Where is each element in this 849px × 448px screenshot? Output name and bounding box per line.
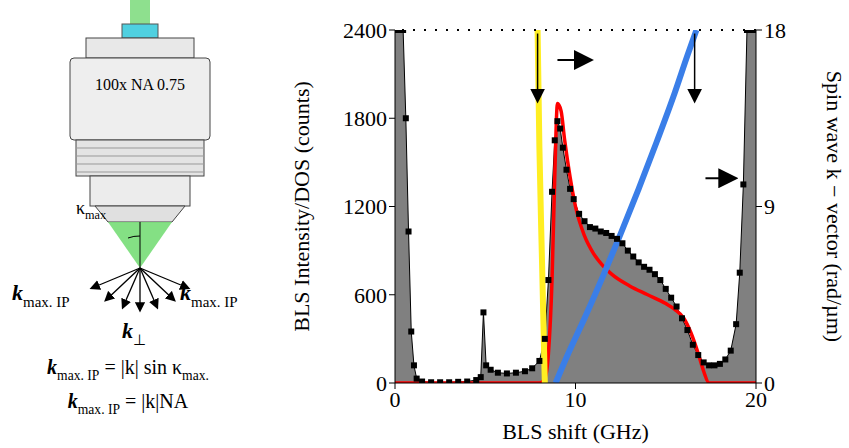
- svg-text:κmax: κmax: [76, 198, 106, 222]
- svg-text:600: 600: [354, 283, 387, 308]
- svg-text:k⊥: k⊥: [122, 318, 146, 348]
- svg-text:Spin wave k − vector (rad/µm): Spin wave k − vector (rad/µm): [822, 71, 847, 342]
- svg-text:0: 0: [390, 387, 401, 412]
- svg-text:kmax. IP: kmax. IP: [12, 280, 70, 310]
- svg-text:18: 18: [764, 18, 786, 43]
- svg-text:2400: 2400: [343, 18, 387, 43]
- svg-text:0: 0: [376, 371, 387, 396]
- svg-text:BLS Intensity/DOS (counts): BLS Intensity/DOS (counts): [290, 81, 314, 332]
- svg-text:kmax. IP = |k| sin κmax.: kmax. IP = |k| sin κmax.: [47, 356, 209, 383]
- svg-text:0: 0: [764, 371, 775, 396]
- svg-text:BLS shift (GHz): BLS shift (GHz): [502, 419, 649, 444]
- svg-text:10: 10: [565, 387, 587, 412]
- svg-text:kmax. IP = |k|NA: kmax. IP = |k|NA: [68, 390, 189, 417]
- svg-text:1800: 1800: [343, 106, 387, 131]
- svg-text:100x NA 0.75: 100x NA 0.75: [95, 76, 185, 93]
- svg-text:20: 20: [745, 386, 767, 412]
- svg-text:kmax. IP: kmax. IP: [180, 280, 238, 310]
- svg-text:1200: 1200: [343, 194, 387, 219]
- svg-text:9: 9: [764, 194, 775, 219]
